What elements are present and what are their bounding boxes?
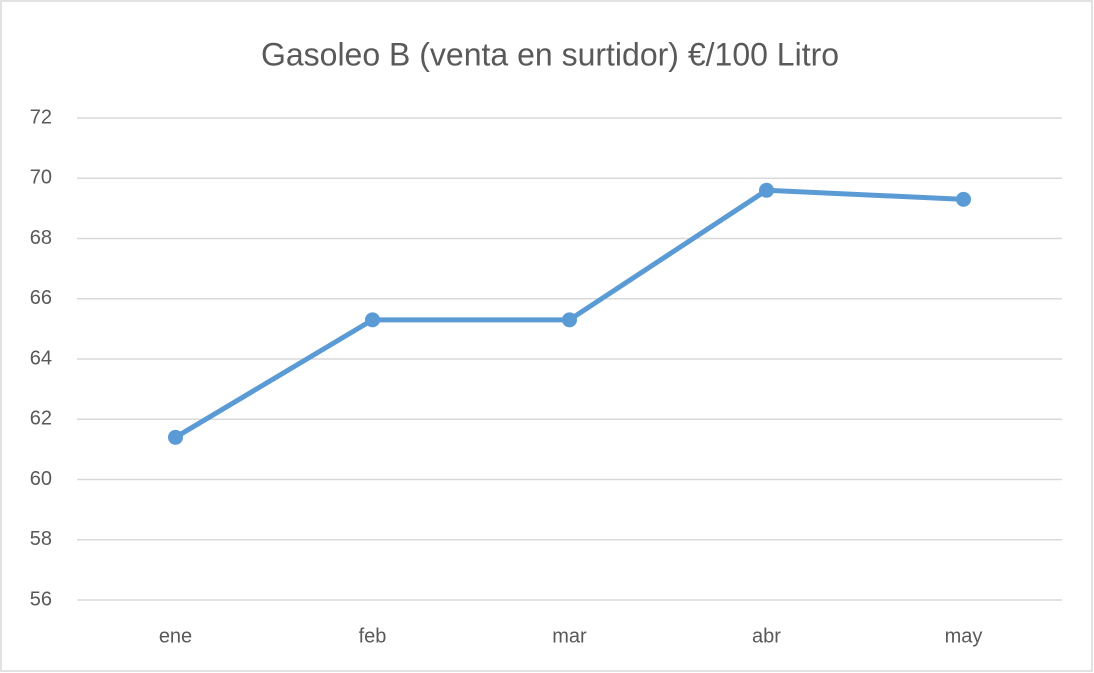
y-tick-label: 70 xyxy=(30,167,52,189)
y-tick-label: 68 xyxy=(30,227,52,249)
y-tick-label: 62 xyxy=(30,408,52,430)
x-tick-label: ene xyxy=(159,625,192,647)
data-point xyxy=(562,312,577,328)
data-point xyxy=(168,429,183,445)
y-tick-label: 60 xyxy=(30,468,52,490)
data-point xyxy=(956,191,971,207)
data-point xyxy=(759,182,774,198)
x-tick-label: may xyxy=(945,625,983,647)
x-tick-label: mar xyxy=(552,625,587,647)
data-point xyxy=(365,312,380,328)
chart-title: Gasoleo B (venta en surtidor) €/100 Litr… xyxy=(261,36,839,72)
y-tick-label: 64 xyxy=(30,347,52,369)
y-tick-label: 56 xyxy=(30,588,52,610)
y-tick-label: 66 xyxy=(30,287,52,309)
x-tick-label: abr xyxy=(752,625,781,647)
x-tick-label: feb xyxy=(359,625,387,647)
y-tick-label: 58 xyxy=(30,528,52,550)
y-tick-label: 72 xyxy=(30,106,52,128)
